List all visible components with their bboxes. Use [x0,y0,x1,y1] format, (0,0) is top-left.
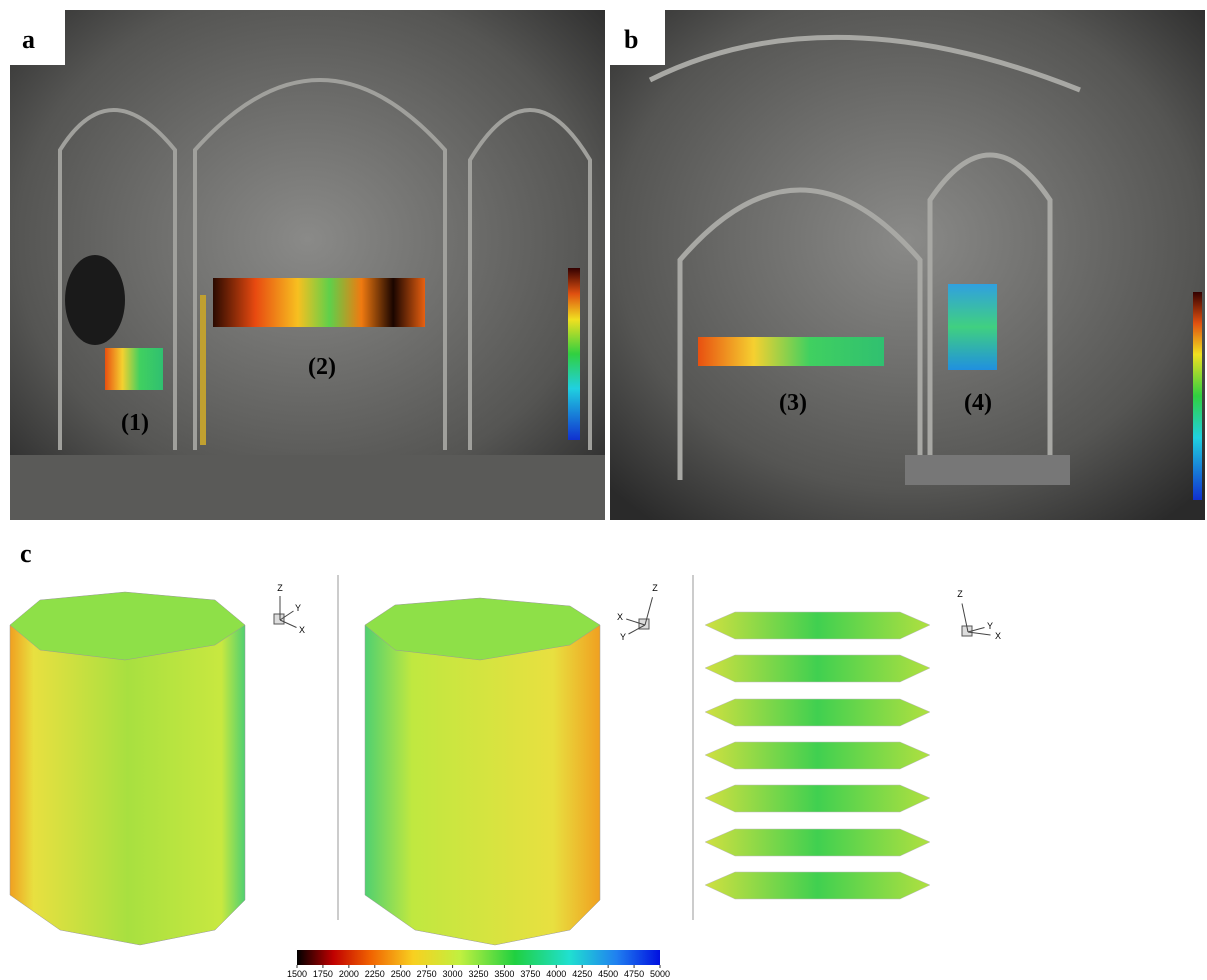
slice [705,872,930,899]
axis-label: Y [620,632,626,642]
axis-label: Y [987,621,993,631]
slice [705,655,930,682]
colorbar-tick-label: 2000 [339,969,359,979]
cylinder [10,592,245,945]
annotation: (3) [779,390,807,416]
axis-label: X [617,612,623,622]
colorbar-tick-label: 4750 [624,969,644,979]
axis-label: X [299,625,305,635]
slices [705,612,930,899]
slice [705,829,930,856]
colorbar-tick-label: 2500 [391,969,411,979]
heatmap [948,284,997,370]
colorbar-tick-label: 4250 [572,969,592,979]
colorbar-tick-label: 3750 [520,969,540,979]
colorbar-tick-label: 4000 [546,969,566,979]
triad-cube [274,614,284,624]
axis-label: Z [277,583,283,593]
annotation: (1) [121,410,149,436]
colorbar-tick-label: 3250 [468,969,488,979]
cylinder [365,598,600,945]
annotation: (2) [308,354,336,380]
bench [905,455,1070,485]
photo [610,10,1205,520]
scale-bar [568,268,580,440]
colorbar-tick-label: 4500 [598,969,618,979]
slice [705,612,930,639]
annotation: (4) [964,390,992,416]
scale-bar [1193,292,1202,500]
slice [705,742,930,769]
panel-label: b [624,25,638,54]
niche [65,255,125,345]
axis-label: Z [957,589,963,599]
colorbar-tick-label: 1750 [313,969,333,979]
colorbar [297,950,660,965]
axis-label: Z [652,583,658,593]
axis-label: Y [295,603,301,613]
colorbar-tick-label: 2750 [417,969,437,979]
heatmap [698,337,884,366]
figure: a (1) (2) b (3) (4) c ZYXZXYZYX 15001750… [0,0,1207,980]
heatmap [213,278,425,327]
panel-label: a [22,25,35,54]
axis-label: X [995,631,1001,641]
ruler [200,295,206,445]
panel-label: c [20,539,32,568]
slice [705,785,930,812]
heatmap [105,348,163,390]
colorbar-tick-label: 5000 [650,969,670,979]
colorbar-tick-label: 2250 [365,969,385,979]
colorbar-tick-label: 3000 [443,969,463,979]
colorbar-tick-label: 1500 [287,969,307,979]
colorbar-tick-label: 3500 [494,969,514,979]
label-box [10,10,65,65]
slice [705,699,930,726]
floor [10,455,605,520]
